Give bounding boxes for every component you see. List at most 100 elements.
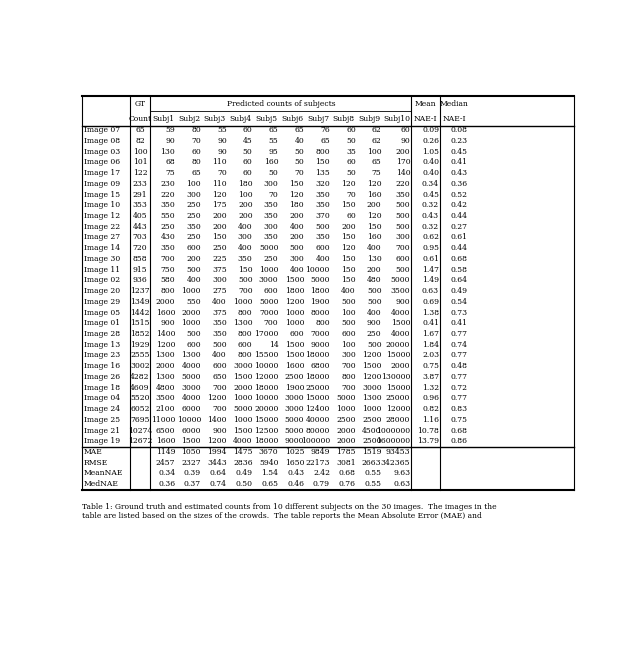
Text: Subj2: Subj2 (178, 115, 200, 123)
Text: 0.63: 0.63 (393, 480, 410, 488)
Text: 6000: 6000 (182, 426, 201, 434)
Text: 4282: 4282 (131, 373, 150, 381)
Text: 0.83: 0.83 (451, 405, 468, 413)
Text: 160: 160 (367, 234, 381, 241)
Text: 350: 350 (396, 190, 410, 199)
Text: 0.64: 0.64 (451, 276, 468, 284)
Text: 90: 90 (217, 148, 227, 155)
Text: 2836: 2836 (233, 459, 253, 466)
Text: 12000: 12000 (254, 373, 278, 381)
Text: 1519: 1519 (362, 448, 381, 456)
Text: 0.74: 0.74 (451, 340, 468, 349)
Text: 0.95: 0.95 (422, 244, 439, 252)
Text: 2500: 2500 (362, 416, 381, 424)
Text: 0.34: 0.34 (158, 470, 175, 478)
Text: 1500: 1500 (285, 352, 304, 359)
Text: 76: 76 (320, 126, 330, 134)
Text: 200: 200 (367, 266, 381, 274)
Text: 60: 60 (401, 126, 410, 134)
Text: 3000: 3000 (181, 384, 201, 392)
Text: 200: 200 (367, 201, 381, 209)
Text: 200: 200 (186, 255, 201, 263)
Text: 1000000: 1000000 (376, 426, 410, 434)
Text: 400: 400 (289, 266, 304, 274)
Text: 18000: 18000 (306, 352, 330, 359)
Text: Image 19: Image 19 (84, 438, 120, 445)
Text: 0.96: 0.96 (422, 394, 439, 402)
Text: 4800: 4800 (156, 384, 175, 392)
Text: 1.38: 1.38 (422, 308, 439, 317)
Text: 22173: 22173 (305, 459, 330, 466)
Text: 2663: 2663 (362, 459, 381, 466)
Text: 1.32: 1.32 (422, 384, 439, 392)
Text: 90: 90 (401, 137, 410, 145)
Text: Predicted counts of subjects: Predicted counts of subjects (227, 100, 335, 108)
Text: Count: Count (129, 115, 152, 123)
Text: 4500: 4500 (362, 426, 381, 434)
Text: Image 29: Image 29 (84, 298, 120, 306)
Text: 0.46: 0.46 (287, 480, 304, 488)
Text: 0.34: 0.34 (422, 180, 439, 188)
Text: 1900: 1900 (310, 298, 330, 306)
Text: 93453: 93453 (386, 448, 410, 456)
Text: 500: 500 (396, 212, 410, 220)
Text: 9000: 9000 (285, 438, 304, 445)
Text: GT: GT (134, 100, 145, 108)
Text: 400: 400 (212, 298, 227, 306)
Text: 122: 122 (132, 169, 147, 177)
Text: 101: 101 (132, 158, 147, 167)
Text: 10274: 10274 (128, 426, 152, 434)
Text: 2000: 2000 (156, 362, 175, 370)
Text: Image 08: Image 08 (84, 137, 120, 145)
Text: 400: 400 (238, 244, 253, 252)
Text: 2000: 2000 (336, 426, 356, 434)
Text: 3000: 3000 (285, 405, 304, 413)
Text: Image 05: Image 05 (84, 308, 120, 317)
Text: 150: 150 (341, 266, 356, 274)
Text: MAE: MAE (84, 448, 102, 456)
Text: 500: 500 (396, 266, 410, 274)
Text: 1.84: 1.84 (422, 340, 439, 349)
Text: 1300: 1300 (156, 352, 175, 359)
Text: 1200: 1200 (285, 298, 304, 306)
Text: 1000: 1000 (233, 416, 253, 424)
Text: Image 22: Image 22 (84, 223, 120, 231)
Text: 1000: 1000 (182, 319, 201, 327)
Text: 75: 75 (372, 169, 381, 177)
Text: 0.41: 0.41 (451, 319, 468, 327)
Text: 150: 150 (341, 201, 356, 209)
Text: 1500: 1500 (233, 373, 253, 381)
Text: 443: 443 (132, 223, 147, 231)
Text: 60: 60 (346, 158, 356, 167)
Text: 18000: 18000 (254, 384, 278, 392)
Text: 500: 500 (367, 298, 381, 306)
Text: 1400: 1400 (156, 330, 175, 338)
Text: 7695: 7695 (131, 416, 150, 424)
Text: 0.55: 0.55 (365, 470, 381, 478)
Text: 15000: 15000 (306, 394, 330, 402)
Text: 250: 250 (264, 255, 278, 263)
Text: 1200: 1200 (207, 438, 227, 445)
Text: 1500: 1500 (233, 426, 253, 434)
Text: 0.48: 0.48 (451, 362, 468, 370)
Text: 500: 500 (341, 319, 356, 327)
Text: 0.44: 0.44 (451, 212, 468, 220)
Text: 350: 350 (212, 319, 227, 327)
Text: 900: 900 (367, 319, 381, 327)
Text: 40: 40 (294, 137, 304, 145)
Text: 82: 82 (135, 137, 145, 145)
Text: 180: 180 (289, 201, 304, 209)
Text: 500: 500 (396, 201, 410, 209)
Text: 5520: 5520 (131, 394, 150, 402)
Text: 400: 400 (341, 287, 356, 295)
Text: 200: 200 (396, 148, 410, 155)
Text: 0.43: 0.43 (287, 470, 304, 478)
Text: 150: 150 (341, 276, 356, 284)
Text: 300: 300 (396, 234, 410, 241)
Text: 0.49: 0.49 (236, 470, 253, 478)
Text: 3500: 3500 (390, 287, 410, 295)
Text: 600: 600 (186, 340, 201, 349)
Text: 800: 800 (238, 330, 253, 338)
Text: Subj3: Subj3 (204, 115, 226, 123)
Text: 1200: 1200 (362, 352, 381, 359)
